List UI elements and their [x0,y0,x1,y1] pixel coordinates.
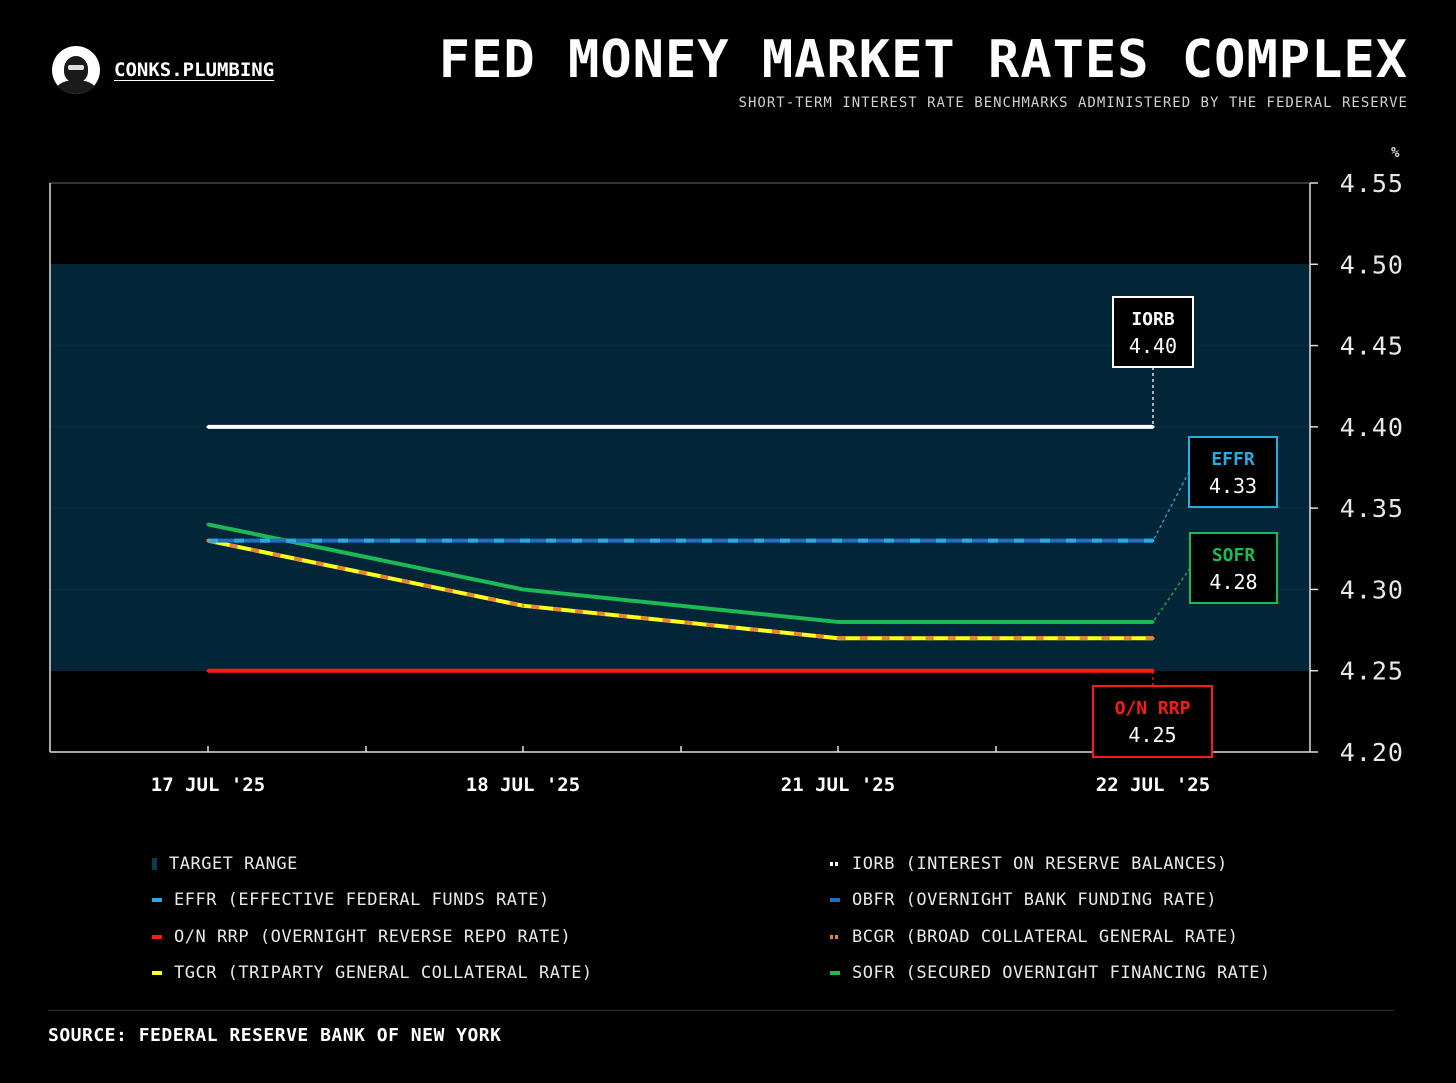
series-lines [206,424,1155,673]
y-tick-label: 4.30 [1340,575,1404,604]
y-tick-label: 4.50 [1340,250,1404,279]
data-point-bcgr [836,636,840,640]
data-point-sofr [206,522,210,526]
legend-item-sofr: SOFR (SECURED OVERNIGHT FINANCING RATE) [830,955,1271,991]
legend-item-bcgr: BCGR (BROAD COLLATERAL GENERAL RATE) [830,919,1271,955]
legend-swatch [830,898,840,903]
y-tick-label: 4.45 [1340,332,1404,361]
legend-swatch [830,971,840,976]
data-point-iorb [206,425,210,429]
y-tick-label: 4.25 [1340,657,1404,686]
data-point-bcgr [206,539,210,543]
x-tick-label: 17 JUL '25 [151,774,265,796]
brand-link[interactable]: CONKS.PLUMBING [114,59,275,81]
chart: % 4.55 4.50 4.45 4.40 4.35 4.30 4.25 4.20 17 JU… [49,145,1404,796]
data-point-onrrp [206,669,210,673]
y-unit-label: % [1391,145,1400,161]
legend-item-onrrp: O/N RRP (OVERNIGHT REVERSE REPO RATE) [152,919,593,955]
callout-box [1112,296,1194,368]
legend-item-obfr: OBFR (OVERNIGHT BANK FUNDING RATE) [830,882,1271,918]
callout-value: 4.33 [1209,474,1257,498]
callout-box [1188,436,1278,508]
data-point-sofr [521,587,525,591]
y-tick-labels: 4.55 4.50 4.45 4.40 4.35 4.30 4.25 4.20 [1340,169,1404,767]
legend-swatch [830,934,840,939]
avatar [52,46,100,94]
brand: CONKS.PLUMBING [52,46,274,94]
data-point-onrrp [521,669,525,673]
source-note: SOURCE: FEDERAL RESERVE BANK OF NEW YORK [48,1025,502,1046]
data-point-iorb [1151,425,1155,429]
footer-divider [48,1010,1394,1011]
y-tick-label: 4.35 [1340,494,1404,523]
callout-label: SOFR [1212,545,1256,566]
callout-value: 4.28 [1209,570,1257,594]
legend-item-effr: EFFR (EFFECTIVE FEDERAL FUNDS RATE) [152,882,593,918]
legend-right: IORB (INTEREST ON RESERVE BALANCES) OBFR… [830,846,1271,991]
callout-leader [1152,567,1191,623]
page-subtitle: SHORT-TERM INTEREST RATE BENCHMARKS ADMI… [738,95,1408,111]
callout-box [1092,685,1213,758]
legend-swatch [830,862,840,867]
legend-swatch [152,971,162,976]
data-point-bcgr [521,604,525,608]
series-line-bcgr [207,538,1153,641]
series-line-sofr [207,522,1153,624]
callout-label: O/N RRP [1115,698,1191,719]
callout-box [1189,532,1278,604]
legend-item-tgcr: TGCR (TRIPARTY GENERAL COLLATERAL RATE) [152,955,593,991]
data-point-bcgr [1151,636,1155,640]
legend-item-iorb: IORB (INTEREST ON RESERVE BALANCES) [830,846,1271,882]
y-tick-label: 4.40 [1340,413,1404,442]
target-range-band [50,264,1310,671]
data-point-iorb [836,425,840,429]
x-tick-labels: 17 JUL '25 18 JUL '25 21 JUL '25 22 JUL '25 [151,774,1210,796]
callouts: IORB 4.40 EFFR 4.33 SOFR 4.28 O/N RRP 4.25 [1092,296,1278,758]
x-tick-label: 21 JUL '25 [781,774,895,796]
x-tick-label: 18 JUL '25 [466,774,580,796]
data-point-sofr [1151,620,1155,624]
data-point-effr [521,539,525,543]
page-title: FED MONEY MARKET RATES COMPLEX [438,30,1408,90]
legend-item-target-range: TARGET RANGE [152,846,593,882]
x-tick-label: 22 JUL '25 [1096,774,1210,796]
data-point-onrrp [836,669,840,673]
data-point-effr [1151,539,1155,543]
legend-swatch [152,898,162,903]
legend-swatch [152,858,157,871]
y-tick-label: 4.55 [1340,169,1404,198]
data-point-effr [836,539,840,543]
callout-label: IORB [1131,309,1175,330]
data-point-iorb [521,425,525,429]
callout-value: 4.40 [1129,334,1177,358]
data-point-sofr [836,620,840,624]
callout-leader [1152,471,1190,541]
callout-value: 4.25 [1128,723,1176,747]
callout-label: EFFR [1211,449,1255,470]
legend-swatch [152,934,162,939]
legend-left: TARGET RANGE EFFR (EFFECTIVE FEDERAL FUN… [152,846,593,991]
y-tick-label: 4.20 [1340,738,1404,767]
data-point-onrrp [1151,669,1155,673]
